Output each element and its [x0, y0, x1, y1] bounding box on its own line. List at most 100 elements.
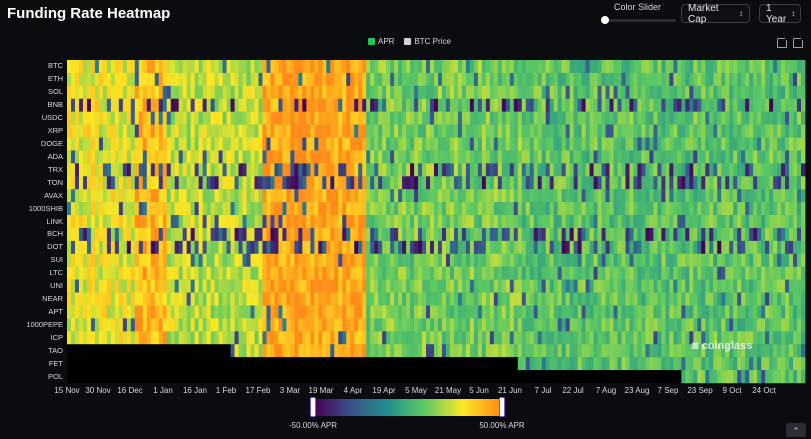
heat-cell	[278, 344, 283, 358]
heat-cell	[633, 266, 638, 280]
heat-cell	[422, 305, 427, 319]
heat-cell	[665, 124, 670, 138]
heat-cell	[398, 98, 403, 112]
heat-cell	[589, 85, 594, 99]
heat-cell	[270, 227, 275, 242]
heat-cell	[745, 202, 750, 216]
heat-cell	[577, 227, 583, 242]
heat-cell	[74, 253, 80, 267]
heat-cell	[633, 202, 638, 216]
heat-cell	[322, 215, 327, 229]
heat-cell	[286, 98, 291, 112]
heat-cell	[242, 111, 247, 125]
heat-cell	[541, 253, 547, 267]
heat-cell	[453, 124, 459, 138]
heat-cell	[194, 305, 200, 319]
heat-cell	[418, 124, 423, 138]
heat-cell	[697, 124, 702, 138]
heat-cell	[430, 111, 435, 125]
legend-item-btc-price[interactable]: BTC Price	[404, 37, 451, 46]
heat-cell	[286, 60, 291, 74]
heat-cell	[154, 150, 160, 164]
heat-cell	[382, 176, 387, 190]
heat-cell	[286, 137, 291, 151]
heat-cell	[94, 60, 100, 74]
heat-cell	[70, 85, 76, 99]
heat-cell	[202, 227, 208, 242]
heat-cell	[733, 344, 738, 358]
heat-cell	[581, 60, 586, 74]
heat-cell	[693, 60, 698, 74]
heat-cell	[250, 227, 255, 242]
fullscreen-icon[interactable]	[793, 36, 805, 48]
heat-cell	[122, 318, 128, 332]
heat-cell	[597, 72, 602, 87]
heat-cell	[617, 176, 622, 190]
heat-cell	[346, 163, 351, 177]
heat-cell	[525, 60, 531, 74]
heat-cell	[633, 279, 638, 293]
heat-cell	[721, 292, 726, 306]
legend-label-apr: APR	[378, 37, 395, 46]
heat-cell	[585, 344, 590, 358]
heat-cell	[549, 279, 555, 293]
heat-cell	[749, 150, 754, 164]
heat-cell	[130, 72, 136, 87]
heat-cell	[174, 279, 180, 293]
heat-cell	[761, 124, 766, 138]
heat-cell	[262, 292, 267, 306]
heat-cell	[186, 137, 192, 151]
heat-cell	[721, 163, 726, 177]
heat-cell	[418, 370, 423, 384]
heat-cell	[74, 215, 80, 229]
heat-cell	[717, 85, 722, 99]
color-slider-thumb[interactable]	[601, 16, 609, 24]
heat-cell	[270, 202, 275, 216]
colorbar-min-handle[interactable]	[310, 397, 316, 417]
heat-cell	[410, 215, 415, 229]
heat-cell	[314, 370, 319, 384]
heat-cell	[661, 357, 666, 371]
heat-cell	[146, 98, 152, 112]
heat-cell	[298, 370, 303, 384]
colorbar-max-handle[interactable]	[499, 397, 505, 417]
heat-cell	[270, 98, 275, 112]
scroll-up-button[interactable]: ⌃	[786, 423, 806, 437]
heat-cell	[613, 318, 618, 332]
heat-cell	[533, 72, 539, 87]
heat-cell	[653, 189, 658, 203]
heat-cell	[102, 215, 108, 229]
color-slider-track[interactable]	[602, 19, 676, 22]
heat-cell	[789, 227, 794, 242]
heat-cell	[553, 266, 559, 280]
heat-cell	[122, 215, 128, 229]
range-select[interactable]: 1 Year ↕	[759, 3, 801, 25]
heat-cell	[449, 227, 455, 242]
heat-cell	[693, 227, 698, 242]
heat-cell	[170, 124, 176, 138]
expand-icon[interactable]	[777, 36, 789, 48]
heat-cell	[657, 150, 662, 164]
heat-cell	[693, 331, 698, 345]
legend-item-apr[interactable]: APR	[368, 37, 394, 46]
heat-cell	[382, 163, 387, 177]
heat-cell	[214, 227, 219, 242]
heat-cell	[326, 318, 331, 332]
heat-cell	[350, 227, 355, 242]
heat-cell	[437, 176, 443, 190]
heat-cell	[154, 357, 160, 371]
heat-cell	[637, 292, 642, 306]
heat-cell	[306, 215, 311, 229]
heat-cell	[537, 189, 543, 203]
heat-cell	[629, 357, 634, 371]
heat-cell	[402, 60, 407, 74]
sort-select[interactable]: Market Cap ↕	[681, 3, 750, 25]
heat-cell	[793, 240, 798, 254]
heat-cell	[142, 240, 148, 254]
heat-cell	[402, 266, 407, 280]
color-slider[interactable]: Color Slider	[596, 2, 682, 26]
heat-cell	[398, 111, 403, 125]
heat-cell	[118, 60, 124, 74]
heat-cell	[637, 137, 642, 151]
heat-cell	[681, 137, 686, 151]
